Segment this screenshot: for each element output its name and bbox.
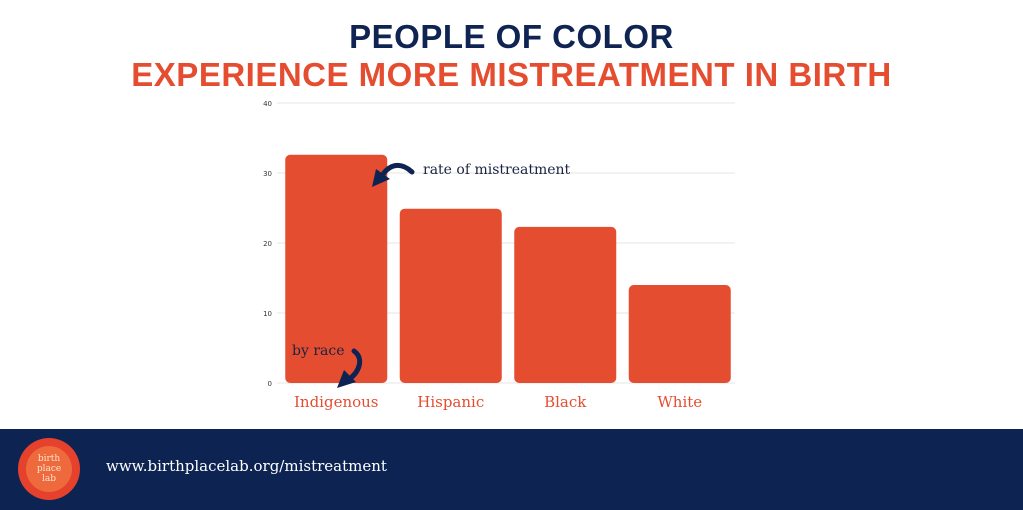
y-tick-label: 0 [268,380,272,388]
bar-indigenous [285,154,388,383]
bar-hispanic [399,208,502,383]
title-line-2: EXPERIENCE MORE MISTREATMENT IN BIRTH [131,56,892,93]
bar-black [514,226,617,383]
x-tick-label: Black [544,393,587,411]
annotation-by-race: by race [292,343,345,359]
title-line-1: PEOPLE OF COLOR [349,18,674,55]
y-tick-label: 40 [263,100,272,108]
bar-white [628,285,731,383]
x-tick-label: Hispanic [417,393,484,411]
arrow-icon [372,162,415,187]
birth-place-lab-logo: birth place lab [18,438,80,500]
x-tick-label: Indigenous [294,393,379,411]
y-tick-label: 10 [263,310,272,318]
bar-chart: 0 10 20 30 40 Indigenous Hispanic Black White r… [263,100,735,411]
x-tick-label: White [657,393,702,411]
arrow-icon [337,348,363,388]
annotation-rate: rate of mistreatment [423,162,571,178]
y-tick-label: 20 [263,240,272,248]
footer: birth place lab www.birthplacelab.org/mist… [0,429,1023,510]
footer-url[interactable]: www.birthplacelab.org/mistreatment [106,457,387,475]
y-tick-label: 30 [263,170,272,178]
